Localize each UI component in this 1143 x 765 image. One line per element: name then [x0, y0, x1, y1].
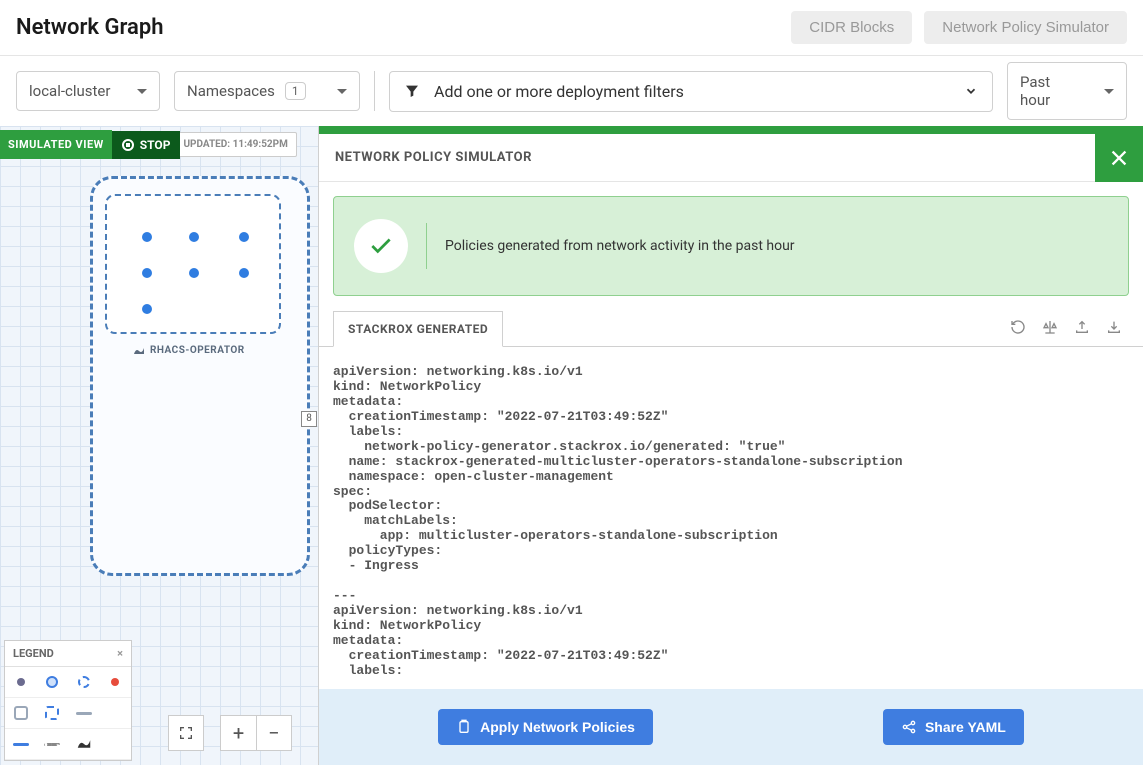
fullscreen-button[interactable]: [168, 715, 204, 751]
apply-label: Apply Network Policies: [480, 719, 635, 735]
chevron-down-icon: [1104, 89, 1114, 94]
legend-item: [5, 698, 37, 728]
deployment-node[interactable]: [142, 304, 152, 314]
stop-simulation-button[interactable]: STOP: [112, 131, 181, 159]
legend-item: [37, 698, 69, 728]
deployment-node[interactable]: [142, 268, 152, 278]
legend-panel: LEGEND ×: [4, 640, 132, 761]
legend-item: [37, 729, 69, 759]
banner-message: Policies generated from network activity…: [445, 238, 795, 254]
download-button[interactable]: [1099, 314, 1129, 340]
cidr-blocks-button[interactable]: CIDR Blocks: [791, 11, 912, 44]
network-graph-canvas[interactable]: SIMULATED VIEW STOP UPDATED: 11:49:52PM …: [0, 126, 318, 765]
namespace-box[interactable]: RHACS-OPERATOR 8: [90, 176, 310, 576]
undo-icon: [1010, 319, 1026, 335]
deployment-node[interactable]: [239, 268, 249, 278]
upload-button[interactable]: [1067, 314, 1097, 340]
fullscreen-icon: [178, 725, 194, 741]
last-updated-chip: UPDATED: 11:49:52PM: [174, 132, 296, 157]
legend-item: [5, 729, 37, 759]
namespaces-dropdown[interactable]: Namespaces 1: [174, 71, 360, 111]
zoom-in-button[interactable]: +: [220, 715, 256, 751]
legend-item: [100, 729, 132, 759]
share-icon: [901, 719, 917, 735]
tab-stackrox-generated[interactable]: STACKROX GENERATED: [333, 311, 503, 347]
success-check-icon: [354, 219, 408, 273]
legend-close-button[interactable]: ×: [117, 647, 123, 660]
undo-button[interactable]: [1003, 314, 1033, 340]
deployment-node[interactable]: [189, 268, 199, 278]
compare-button[interactable]: [1035, 314, 1065, 340]
filter-icon: [404, 83, 420, 99]
share-yaml-button[interactable]: Share YAML: [883, 709, 1024, 745]
namespace-name: RHACS-OPERATOR: [150, 345, 245, 356]
namespace-label: RHACS-OPERATOR: [133, 345, 245, 356]
time-range-label: Past hour: [1020, 73, 1084, 109]
cluster-dropdown[interactable]: local-cluster: [16, 71, 160, 111]
legend-item: [37, 667, 69, 697]
close-panel-button[interactable]: [1095, 134, 1143, 182]
apply-network-policies-button[interactable]: Apply Network Policies: [438, 709, 653, 745]
yaml-editor[interactable]: apiVersion: networking.k8s.io/v1 kind: N…: [319, 347, 1143, 689]
legend-item: [68, 698, 100, 728]
chevron-down-icon: [137, 89, 147, 94]
panel-title: NETWORK POLICY SIMULATOR: [319, 150, 532, 165]
legend-item: [100, 667, 132, 697]
chevron-down-icon: [337, 89, 347, 94]
legend-title: LEGEND: [13, 647, 54, 660]
success-banner: Policies generated from network activity…: [333, 196, 1129, 296]
edge-count-badge: 8: [301, 411, 317, 427]
deployment-filter-placeholder: Add one or more deployment filters: [434, 82, 950, 101]
zoom-out-button[interactable]: −: [256, 715, 292, 751]
scale-icon: [1042, 319, 1058, 335]
simulated-view-badge: SIMULATED VIEW: [0, 130, 112, 159]
legend-item: [100, 698, 132, 728]
network-policy-simulator-button[interactable]: Network Policy Simulator: [924, 11, 1127, 44]
deployment-node[interactable]: [189, 232, 199, 242]
share-label: Share YAML: [925, 719, 1006, 735]
chevron-down-icon: [964, 84, 978, 98]
download-icon: [1106, 319, 1122, 335]
legend-item: [68, 667, 100, 697]
stop-label: STOP: [140, 138, 171, 152]
deployment-group[interactable]: [105, 194, 281, 334]
namespaces-dropdown-label: Namespaces: [187, 82, 275, 100]
panel-accent-bar: [319, 126, 1143, 134]
namespaces-count-badge: 1: [285, 82, 306, 100]
upload-icon: [1074, 319, 1090, 335]
close-icon: [1108, 147, 1130, 169]
legend-item: [5, 667, 37, 697]
deployment-filter-input[interactable]: Add one or more deployment filters: [389, 71, 993, 112]
page-title: Network Graph: [16, 15, 164, 40]
cluster-dropdown-label: local-cluster: [29, 82, 110, 100]
time-range-dropdown[interactable]: Past hour: [1007, 62, 1127, 120]
deployment-node[interactable]: [239, 232, 249, 242]
deployment-node[interactable]: [142, 232, 152, 242]
namespace-icon: [133, 347, 145, 355]
stop-icon: [122, 139, 134, 151]
clipboard-icon: [456, 719, 472, 735]
divider: [374, 71, 375, 111]
legend-item: [68, 729, 100, 759]
